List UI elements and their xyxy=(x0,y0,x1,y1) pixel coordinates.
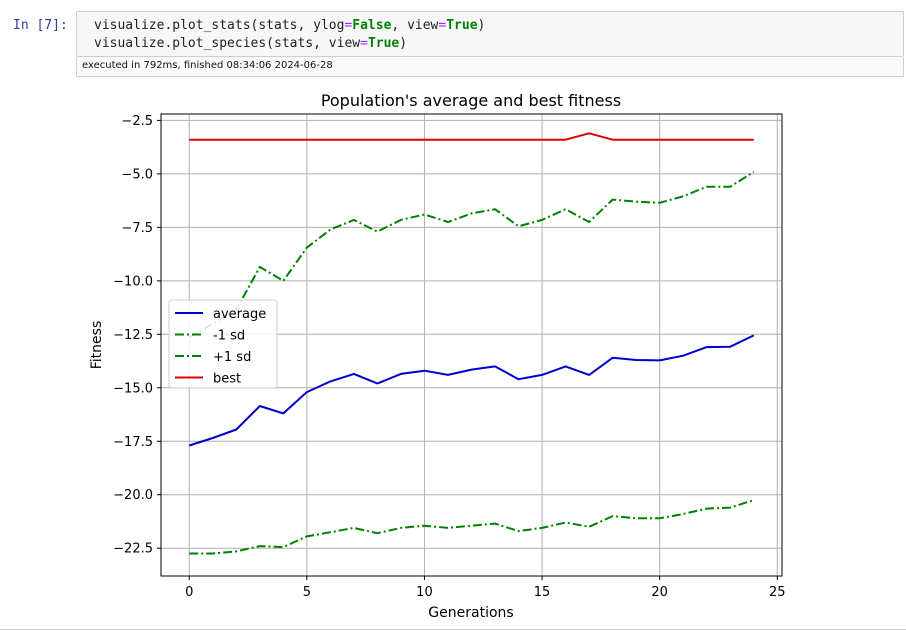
x-tick-label: 0 xyxy=(185,585,193,600)
legend-box xyxy=(168,299,278,389)
execution-status-bar: executed in 792ms, finished 08:34:06 202… xyxy=(76,57,904,77)
code-text: , view xyxy=(391,18,439,33)
y-tick-label: −17.5 xyxy=(113,435,153,450)
series-line-1-sd xyxy=(189,499,755,555)
axis-ticks: 0 5 10 15 20 25 −2.5 −5.0 −7.5 −10.0 −12.5 −15.0 −17… xyxy=(113,114,785,600)
code-operator: = xyxy=(438,18,447,33)
y-tick-label: −12.5 xyxy=(113,328,153,343)
legend-label: average xyxy=(213,307,266,322)
x-tick-label: 25 xyxy=(769,585,786,600)
y-tick-label: −15.0 xyxy=(113,381,153,396)
plot-area-frame xyxy=(160,113,783,577)
y-tick-label: −20.0 xyxy=(113,488,153,503)
code-line-plot-stats[interactable]: visualize.plot_stats(stats, ylog=False, … xyxy=(94,18,485,33)
chart-title: Population's average and best fitness xyxy=(321,91,621,110)
code-cell-input[interactable]: visualize.plot_stats(stats, ylog=False, … xyxy=(76,11,904,57)
series-line-average xyxy=(188,334,755,447)
y-tick-label: −22.5 xyxy=(113,542,153,557)
x-axis-label: Generations xyxy=(428,605,513,621)
cell-divider xyxy=(0,629,906,630)
x-tick-label: 20 xyxy=(651,585,668,600)
y-tick-label: −7.5 xyxy=(121,221,153,236)
series-line-best xyxy=(189,132,754,141)
code-text: ) xyxy=(399,36,408,51)
y-tick-label: −2.5 xyxy=(121,114,153,129)
y-axis-label: Fitness xyxy=(89,321,105,370)
code-keyword: False xyxy=(352,18,392,33)
code-text: visualize.plot_stats(stats, ylog xyxy=(94,18,345,33)
code-operator: = xyxy=(360,36,368,51)
series-line-1-sd xyxy=(188,170,755,339)
x-tick-label: 10 xyxy=(416,585,433,600)
cell-prompt: In [7]: xyxy=(13,18,68,33)
legend-label: +1 sd xyxy=(213,350,251,365)
x-tick-label: 15 xyxy=(534,585,551,600)
code-text: ) xyxy=(477,18,486,33)
grid-lines xyxy=(161,114,782,576)
execution-status-text: executed in 792ms, finished 08:34:06 202… xyxy=(82,60,333,71)
x-tick-label: 5 xyxy=(303,585,311,600)
code-keyword: True xyxy=(446,18,478,33)
legend-label: -1 sd xyxy=(213,329,245,344)
code-line-plot-species[interactable]: visualize.plot_species(stats, view=True) xyxy=(94,36,407,51)
code-operator: = xyxy=(344,18,353,33)
chart-legend: average -1 sd +1 sd best xyxy=(168,299,278,389)
code-keyword: True xyxy=(367,36,400,51)
code-text: visualize.plot_species(stats, view xyxy=(94,36,361,51)
y-tick-label: −10.0 xyxy=(113,274,153,289)
series-lines xyxy=(188,132,755,555)
legend-label: best xyxy=(213,372,241,387)
y-tick-label: −5.0 xyxy=(121,167,153,182)
